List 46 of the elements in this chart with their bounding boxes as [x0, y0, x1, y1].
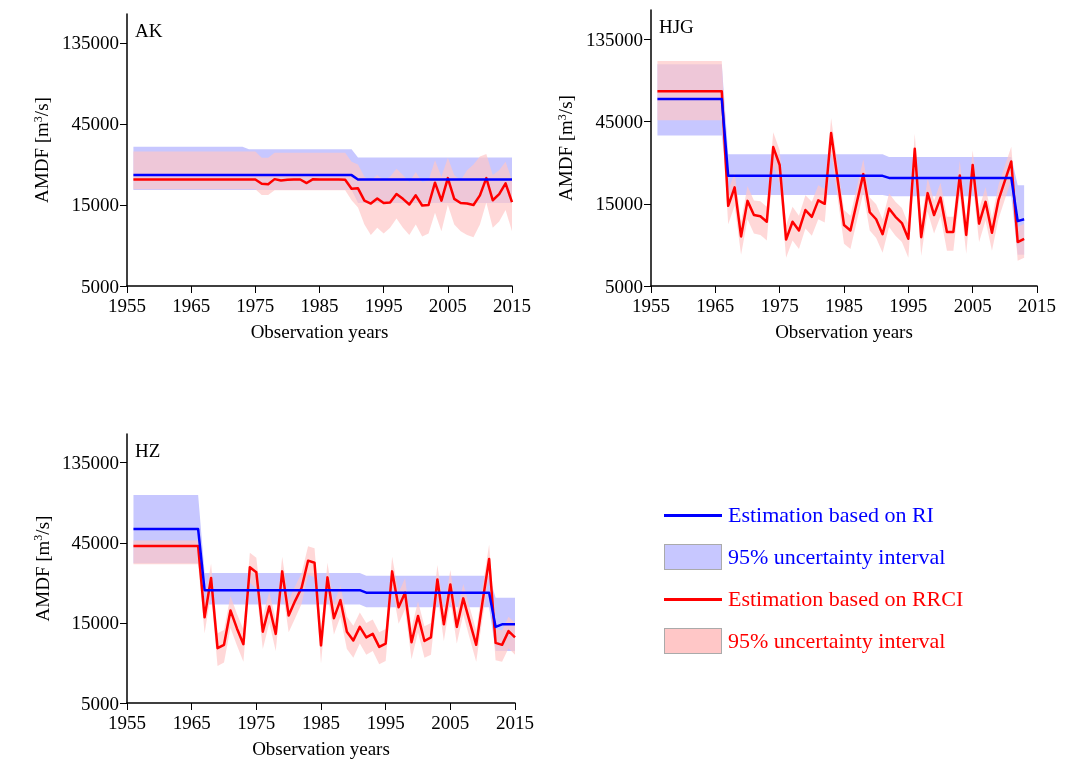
legend-label: Estimation based on RI: [728, 502, 934, 528]
y-tick-label: 5000: [81, 275, 119, 297]
x-tick-label: 1965: [172, 295, 211, 316]
x-axis-title: Observation years: [252, 738, 390, 759]
text: 95% uncertainty interval: [728, 628, 946, 654]
x-tick-label: 1995: [366, 712, 405, 733]
x-tick-label: 1965: [696, 295, 735, 316]
chart-title: HZ: [135, 440, 161, 461]
y-axis-title: AMDF [m3/s]: [31, 515, 53, 622]
x-tick-label: 1965: [172, 712, 211, 733]
x-axis-title: Observation years: [250, 321, 389, 342]
x-tick-label: 1975: [236, 295, 275, 316]
x-tick-label: 1995: [364, 295, 403, 316]
x-tick-label: 2005: [428, 295, 467, 316]
chart-title: HJG: [659, 16, 695, 37]
y-tick-label: 45000: [595, 111, 643, 133]
x-tick-label: 2015: [1018, 295, 1056, 316]
y-tick-label: 5000: [81, 692, 119, 714]
x-tick-label: 2005: [431, 712, 470, 733]
legend-label: Estimation based on RRCI: [728, 586, 964, 612]
y-tick-label: 15000: [71, 612, 119, 634]
y-tick-label: 5000: [605, 275, 643, 297]
y-tick-label: 135000: [62, 32, 119, 54]
x-axis-title: Observation years: [775, 321, 913, 342]
y-tick-label: 135000: [62, 452, 119, 474]
x-tick-label: 2015: [496, 712, 534, 733]
y-tick-label: 45000: [71, 532, 119, 554]
y-tick-label: 45000: [71, 113, 119, 135]
y-tick-label: 135000: [586, 28, 643, 50]
x-tick-label: 1985: [302, 712, 340, 733]
x-tick-label: 1955: [108, 295, 146, 316]
y-tick-label: 15000: [71, 194, 119, 216]
x-tick-label: 1985: [300, 295, 339, 316]
x-tick-label: 1995: [889, 295, 928, 316]
text: 95% uncertainty interval: [728, 544, 946, 570]
x-tick-label: 2005: [953, 295, 992, 316]
x-tick-label: 2015: [493, 295, 531, 316]
x-tick-label: 1985: [825, 295, 863, 316]
x-tick-label: 1975: [237, 712, 276, 733]
y-axis-title: AMDF [m3/s]: [554, 95, 577, 201]
x-tick-label: 1955: [632, 295, 670, 316]
x-tick-label: 1955: [108, 712, 146, 733]
x-tick-label: 1975: [760, 295, 799, 316]
chart-title: AK: [135, 20, 163, 41]
y-tick-label: 15000: [595, 193, 643, 215]
y-axis-title: AMDF [m3/s]: [30, 97, 53, 203]
